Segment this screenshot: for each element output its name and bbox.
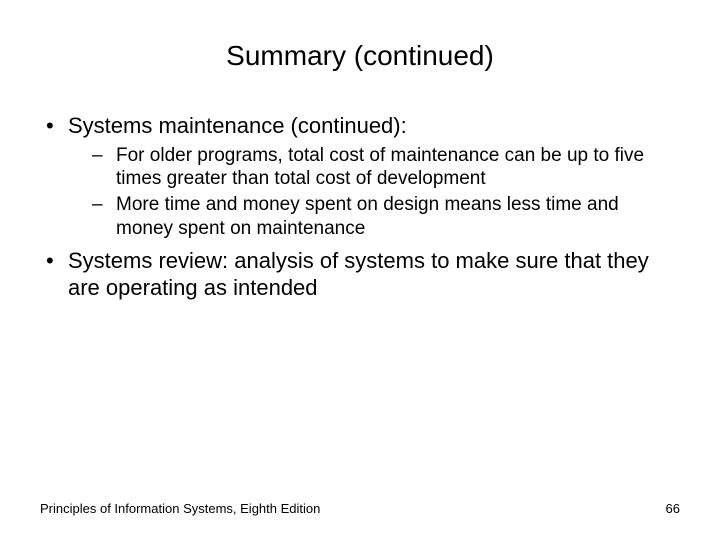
sub-bullet-text: More time and money spent on design mean… xyxy=(116,194,619,239)
slide-footer: Principles of Information Systems, Eight… xyxy=(40,501,680,516)
bullet-text: Systems review: analysis of systems to m… xyxy=(68,248,649,301)
sub-bullet-item: For older programs, total cost of mainte… xyxy=(68,144,680,192)
bullet-item: Systems maintenance (continued): For old… xyxy=(40,112,680,241)
sub-bullet-text: For older programs, total cost of mainte… xyxy=(116,145,644,190)
sub-bullet-list: For older programs, total cost of mainte… xyxy=(68,144,680,241)
bullet-text: Systems maintenance (continued): xyxy=(68,113,407,138)
page-number: 66 xyxy=(666,501,680,516)
bullet-list: Systems maintenance (continued): For old… xyxy=(40,112,680,302)
sub-bullet-item: More time and money spent on design mean… xyxy=(68,193,680,241)
slide: Summary (continued) Systems maintenance … xyxy=(0,0,720,540)
slide-content: Systems maintenance (continued): For old… xyxy=(40,112,680,302)
slide-title: Summary (continued) xyxy=(40,40,680,72)
bullet-item: Systems review: analysis of systems to m… xyxy=(40,247,680,302)
footer-source: Principles of Information Systems, Eight… xyxy=(40,501,320,516)
